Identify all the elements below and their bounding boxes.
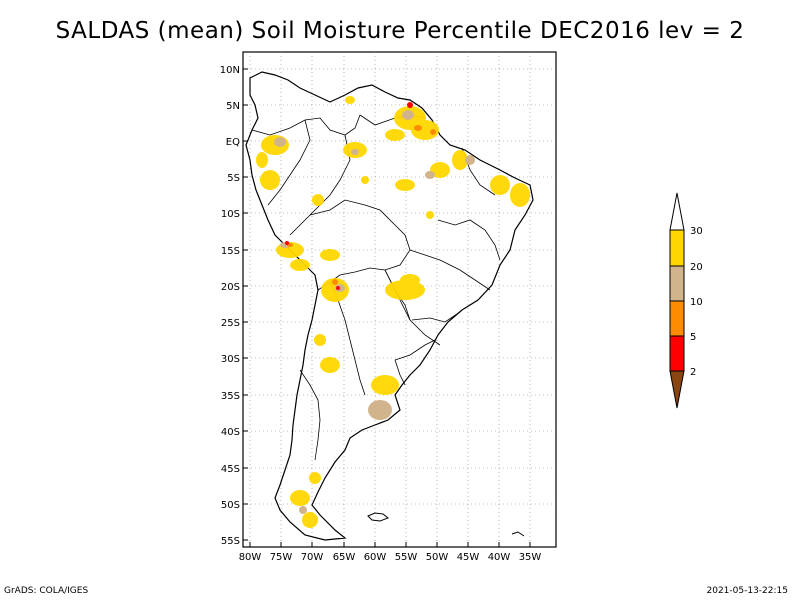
legend-label: 10 (690, 297, 703, 308)
lat-label: EQ (226, 137, 240, 148)
footer-credit: GrADS: COLA/IGES (4, 586, 89, 596)
lon-label: 80W (239, 552, 262, 563)
lon-label: 70W (301, 552, 324, 563)
lon-label: 60W (364, 552, 387, 563)
lat-label: 55S (221, 536, 240, 547)
lat-label: 25S (221, 318, 240, 329)
lon-label: 65W (333, 552, 356, 563)
legend-band-2-5 (669, 335, 685, 372)
lat-label: 10S (221, 209, 240, 220)
lon-label: 45W (457, 552, 480, 563)
lat-label: 15S (221, 246, 240, 257)
lon-label: 55W (395, 552, 418, 563)
falkland-islands (367, 512, 389, 522)
south-georgia (511, 531, 525, 537)
legend-band-20-30 (669, 229, 685, 267)
legend-label: 5 (690, 332, 696, 343)
lat-label: 50S (221, 500, 240, 511)
legend-band-5-10 (669, 300, 685, 337)
legend-top-triangle (669, 192, 685, 231)
lat-label: 40S (221, 427, 240, 438)
color-legend (669, 192, 685, 409)
map-title: SALDAS (mean) Soil Moisture Percentile D… (55, 18, 745, 44)
lat-label: 35S (221, 391, 240, 402)
lat-label: 5N (226, 101, 240, 112)
lon-label: 50W (426, 552, 449, 563)
lon-label: 75W (270, 552, 293, 563)
legend-bottom-triangle (669, 370, 685, 409)
lat-label: 5S (227, 173, 240, 184)
percentile-shading (256, 96, 530, 528)
lat-label: 10N (220, 65, 240, 76)
longitude-labels: 80W 75W 70W 65W 60W 55W 50W 45W 40W 35W (239, 552, 542, 563)
legend-label: 20 (690, 262, 703, 273)
lat-label: 30S (221, 354, 240, 365)
lat-label: 45S (221, 464, 240, 475)
lon-label: 35W (519, 552, 542, 563)
lat-label: 20S (221, 282, 240, 293)
axis-ticks (243, 68, 531, 547)
legend-label: 30 (690, 226, 703, 237)
legend-band-10-20 (669, 265, 685, 302)
legend-labels: 30 20 10 5 2 (690, 226, 703, 378)
footer-timestamp: 2021-05-13-22:15 (706, 586, 789, 596)
legend-label: 2 (690, 367, 696, 378)
latitude-labels: 10N 5N EQ 5S 10S 15S 20S 25S 30S 35S 40S… (220, 65, 240, 547)
lon-label: 40W (488, 552, 511, 563)
